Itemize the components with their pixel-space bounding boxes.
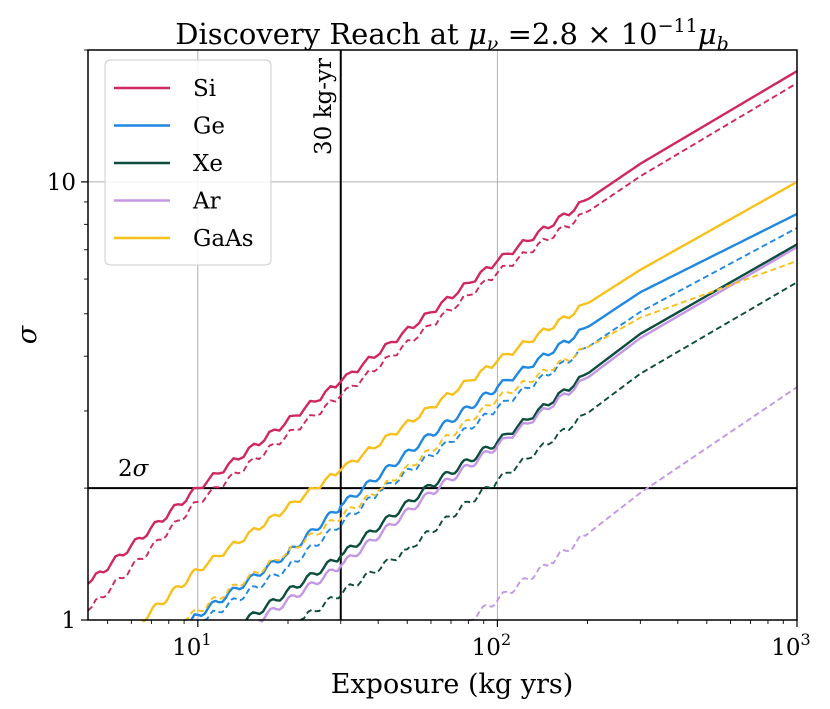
- legend-box: [104, 59, 272, 266]
- title-mu: μ: [468, 17, 487, 51]
- title-b-subscript: b: [717, 33, 729, 55]
- legend-label-xe: Xe: [193, 151, 223, 177]
- y-tick-label: 10: [47, 170, 76, 196]
- x-tick-label: 101: [172, 630, 211, 661]
- title-exponent: −11: [658, 15, 698, 37]
- x-tick-exponent: 3: [801, 630, 811, 649]
- series-si-solid: [87, 70, 798, 585]
- exposure-marker-label: 30 kg-yr: [311, 58, 337, 155]
- legend-label-ar: Ar: [192, 189, 221, 215]
- sigma-threshold-label: 2σ: [118, 456, 150, 482]
- annotation-lines: [88, 50, 797, 620]
- x-tick-base: 10: [172, 635, 201, 661]
- series-ar-solid: [258, 246, 798, 623]
- y-tick-label: 1: [61, 608, 76, 634]
- sigma-number: 2: [118, 456, 133, 482]
- series-lines: [87, 70, 798, 623]
- legend: Si Ge Xe Ar GaAs: [104, 59, 272, 266]
- series-ge-solid: [190, 212, 798, 621]
- x-tick-base: 10: [472, 635, 501, 661]
- y-axis-title: σ: [12, 324, 43, 344]
- chart-title: Discovery Reach at μν =2.8 × 10−11μb: [175, 15, 729, 55]
- x-tick-exponent: 1: [201, 630, 211, 649]
- x-tick-base: 10: [771, 635, 800, 661]
- series-ge-dashed: [203, 227, 798, 621]
- series-xe-solid: [245, 243, 798, 621]
- x-tick-exponent: 2: [501, 630, 511, 649]
- legend-label-ge: Ge: [193, 114, 225, 140]
- series-ar-dashed: [468, 386, 798, 622]
- title-mu-b: μ: [698, 17, 717, 51]
- x-axis-title: Exposure (kg yrs): [331, 669, 574, 700]
- legend-label-gaas: GaAs: [193, 226, 254, 252]
- title-value: =2.8 × 10: [498, 17, 657, 51]
- series-gaas-solid: [141, 180, 798, 623]
- x-tick-label: 102: [472, 630, 511, 661]
- legend-label-si: Si: [193, 76, 216, 102]
- series-gaas-dashed: [183, 260, 798, 621]
- series-si-dashed: [87, 82, 798, 612]
- title-prefix: Discovery Reach at: [175, 17, 468, 51]
- series-xe-dashed: [299, 281, 798, 621]
- x-tick-label: 103: [771, 630, 810, 661]
- annotation-labels: 2σ 30 kg-yr: [118, 58, 337, 482]
- sigma-symbol: σ: [133, 456, 150, 482]
- plot-frame: [87, 49, 798, 621]
